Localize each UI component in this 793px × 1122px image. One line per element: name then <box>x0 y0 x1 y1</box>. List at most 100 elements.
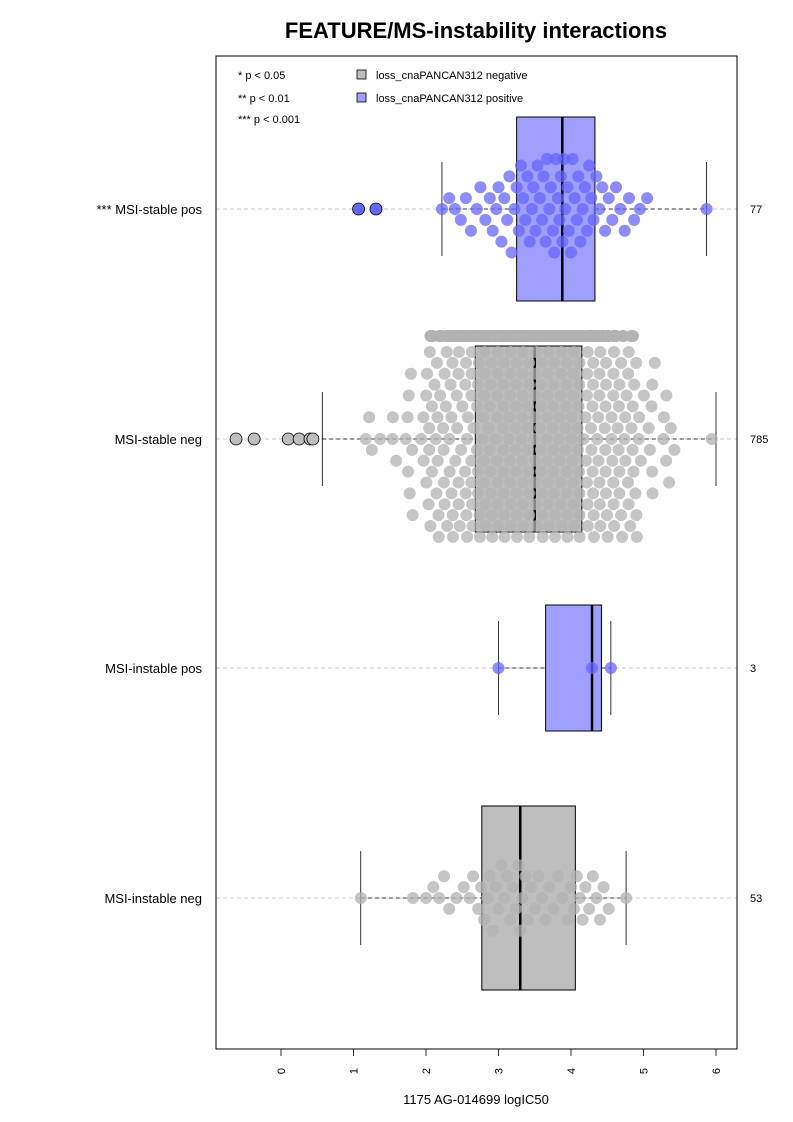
group-labels: *** MSI-stable pos MSI-stable neg MSI-in… <box>97 202 203 906</box>
data-point <box>459 487 472 500</box>
data-point <box>626 400 639 413</box>
data-point <box>492 181 505 194</box>
data-point <box>481 892 494 904</box>
data-point <box>415 433 428 445</box>
data-point <box>581 520 594 532</box>
data-point <box>657 433 670 445</box>
data-point <box>453 520 466 532</box>
data-point <box>443 902 456 915</box>
group-label-msi-stable-pos: *** MSI-stable pos <box>97 202 203 217</box>
data-point <box>535 378 548 391</box>
data-point <box>420 892 432 904</box>
data-point <box>529 224 542 237</box>
data-point <box>489 881 502 894</box>
data-point <box>583 159 596 172</box>
significance-legend-item: *** p < 0.001 <box>238 114 300 126</box>
data-point <box>523 509 536 522</box>
data-point <box>660 389 673 402</box>
data-point <box>619 454 632 467</box>
data-point <box>431 454 444 467</box>
data-point <box>614 203 627 215</box>
data-point <box>471 400 484 413</box>
data-point <box>594 520 607 532</box>
data-point <box>390 454 403 467</box>
data-point <box>585 192 598 205</box>
data-point <box>476 433 489 445</box>
data-point <box>530 346 543 358</box>
data-point <box>536 213 548 226</box>
data-point <box>486 224 499 237</box>
data-point <box>541 476 554 489</box>
data-point <box>586 465 599 478</box>
data-point <box>497 356 510 369</box>
data-point <box>628 213 641 226</box>
data-point <box>438 498 451 511</box>
data-point <box>510 181 523 194</box>
data-point <box>587 378 599 391</box>
data-point <box>452 346 465 358</box>
data-point <box>632 433 645 445</box>
data-point <box>542 498 555 511</box>
data-point <box>406 443 419 456</box>
data-point <box>490 411 503 424</box>
data-point <box>463 892 476 904</box>
data-point <box>456 400 469 413</box>
data-point <box>612 400 625 413</box>
data-point <box>491 389 504 402</box>
data-point <box>657 411 670 424</box>
data-point <box>597 881 610 894</box>
data-point <box>615 509 628 522</box>
data-point <box>585 443 598 456</box>
data-point <box>473 356 485 369</box>
outlier-point <box>352 202 365 216</box>
data-point <box>547 465 560 478</box>
data-point <box>503 411 516 424</box>
data-point <box>600 356 613 369</box>
data-point <box>443 465 456 478</box>
data-point <box>605 411 618 424</box>
data-point <box>401 411 414 424</box>
data-point <box>541 454 554 467</box>
data-point <box>489 433 502 445</box>
data-point <box>465 224 477 237</box>
data-point <box>459 378 472 391</box>
data-point <box>543 881 556 894</box>
data-point <box>501 213 514 226</box>
data-point <box>455 443 468 456</box>
data-point <box>449 454 462 467</box>
data-point <box>429 433 442 445</box>
data-point <box>592 454 605 467</box>
data-point <box>549 530 561 543</box>
data-point <box>452 367 465 380</box>
data-point <box>570 213 583 226</box>
data-point <box>620 892 633 904</box>
data-point <box>580 476 593 489</box>
data-point <box>445 487 458 500</box>
data-point <box>598 422 611 435</box>
data-point <box>522 465 535 478</box>
data-point <box>417 411 430 424</box>
data-point <box>529 476 542 489</box>
data-point <box>643 443 656 456</box>
data-point <box>479 520 492 532</box>
box-groups <box>229 116 718 991</box>
data-point <box>486 530 499 543</box>
data-point <box>560 400 572 413</box>
data-point <box>629 487 642 500</box>
group-count-msi-stable-neg: 785 <box>750 434 768 446</box>
outlier-point <box>281 432 295 446</box>
data-point <box>441 520 454 532</box>
x-tick-label: 4 <box>566 1068 578 1074</box>
data-point <box>509 902 522 915</box>
data-point <box>607 476 620 489</box>
data-point <box>600 378 612 391</box>
data-point <box>627 330 639 342</box>
data-point <box>646 465 659 478</box>
data-point <box>620 389 633 402</box>
chart-title: FEATURE/MS-instability interactions <box>285 18 667 43</box>
group-label-msi-stable-neg: MSI-stable neg <box>115 432 202 447</box>
data-point <box>543 520 556 532</box>
data-point <box>517 520 529 532</box>
points <box>354 859 633 937</box>
data-point <box>546 422 559 435</box>
